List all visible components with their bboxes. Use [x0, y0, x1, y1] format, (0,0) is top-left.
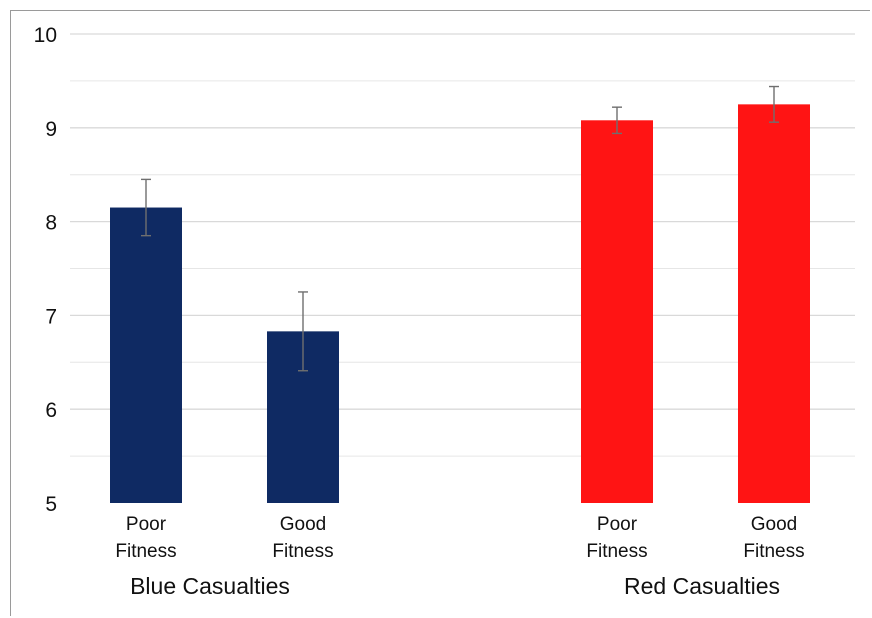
group-label: Blue Casualties: [130, 573, 290, 599]
bar: [738, 104, 810, 503]
x-tick-label: Poor: [597, 514, 638, 535]
y-tick-label: 5: [45, 493, 57, 516]
y-tick-label: 7: [45, 305, 57, 328]
y-tick-label: 10: [34, 24, 57, 47]
y-tick-label: 6: [45, 399, 57, 422]
x-tick-label: Fitness: [272, 541, 333, 562]
y-tick-label: 8: [45, 212, 57, 235]
bar: [110, 207, 182, 503]
x-tick-label: Fitness: [743, 541, 804, 562]
group-label: Red Casualties: [624, 573, 780, 599]
chart-frame: [10, 10, 870, 616]
x-tick-label: Fitness: [115, 541, 176, 562]
x-tick-label: Good: [280, 514, 326, 535]
x-tick-label: Poor: [126, 514, 167, 535]
x-tick-label: Good: [751, 514, 797, 535]
y-tick-label: 9: [45, 118, 57, 141]
x-tick-label: Fitness: [586, 541, 647, 562]
bar: [581, 120, 653, 504]
